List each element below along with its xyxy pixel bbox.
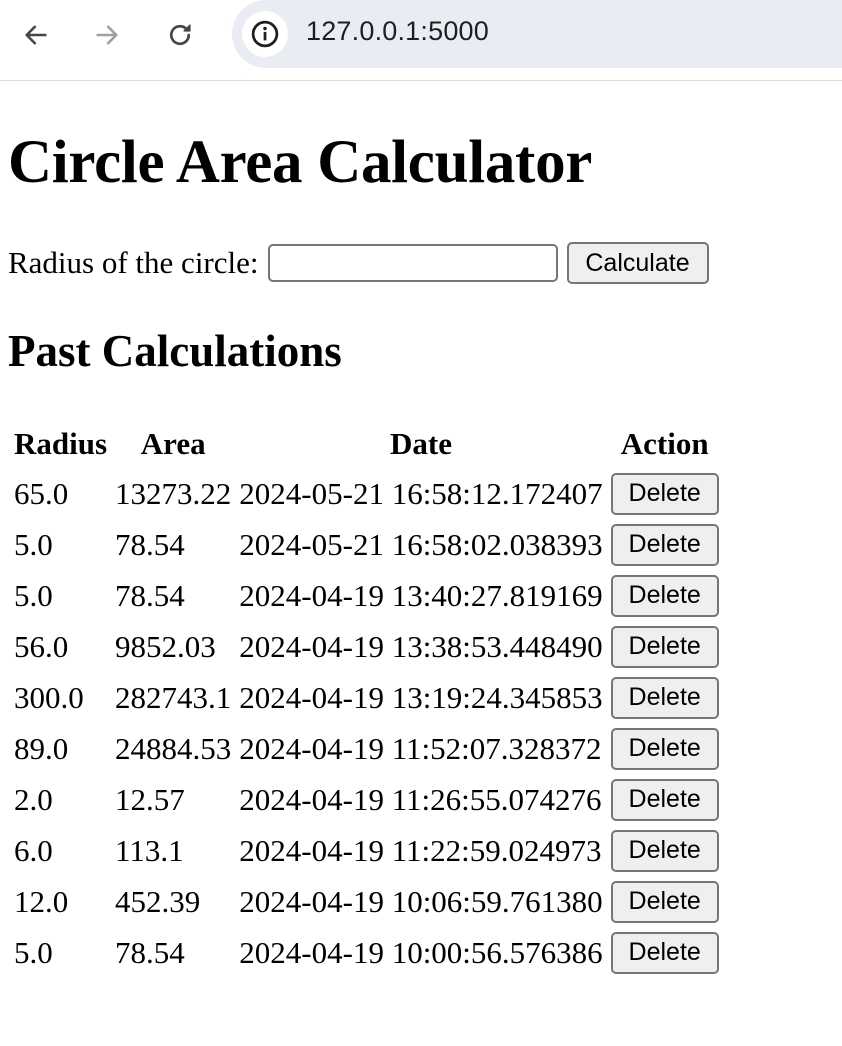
cell-date: 2024-04-19 11:22:59.024973 bbox=[239, 832, 602, 868]
cell-radius: 5.0 bbox=[14, 934, 53, 970]
reload-icon bbox=[169, 24, 191, 46]
cell-date: 2024-04-19 10:00:56.576386 bbox=[239, 934, 603, 970]
cell-action: Delete bbox=[609, 572, 721, 619]
cell-area: 282743.1 bbox=[115, 679, 232, 715]
table-row: 5.0 78.54 2024-05-21 16:58:02.038393 Delete bbox=[12, 521, 721, 568]
cell-action: Delete bbox=[609, 725, 721, 772]
info-icon bbox=[251, 20, 279, 48]
cell-action: Delete bbox=[609, 674, 721, 721]
reload-button[interactable] bbox=[160, 15, 200, 55]
cell-area: 452.39 bbox=[115, 883, 201, 919]
table-row: 5.0 78.54 2024-04-19 10:00:56.576386 Delete bbox=[12, 929, 721, 976]
radius-label: Radius of the circle: bbox=[8, 245, 259, 280]
table-row: 89.0 24884.53 2024-04-19 11:52:07.328372 De… bbox=[12, 725, 721, 772]
delete-button[interactable]: Delete bbox=[610, 931, 719, 974]
back-arrow-icon bbox=[25, 25, 47, 45]
delete-button[interactable]: Delete bbox=[610, 880, 719, 923]
history-rows: 65.0 13273.22 2024-05-21 16:58:12.172407 De… bbox=[12, 470, 721, 976]
table-row: 5.0 78.54 2024-04-19 13:40:27.819169 Delete bbox=[12, 572, 721, 619]
cell-area: 78.54 bbox=[115, 577, 185, 613]
delete-button[interactable]: Delete bbox=[610, 574, 719, 617]
back-button[interactable] bbox=[16, 15, 56, 55]
cell-date: 2024-05-21 16:58:02.038393 bbox=[239, 526, 603, 562]
forward-button[interactable] bbox=[87, 15, 127, 55]
calculate-button[interactable]: Calculate bbox=[566, 242, 709, 284]
delete-button[interactable]: Delete bbox=[610, 727, 719, 770]
cell-action: Delete bbox=[609, 827, 721, 874]
forward-arrow-icon bbox=[96, 25, 118, 45]
cell-area: 9852.03 bbox=[115, 628, 216, 664]
cell-area: 78.54 bbox=[115, 526, 185, 562]
cell-action: Delete bbox=[609, 929, 721, 976]
table-row: 65.0 13273.22 2024-05-21 16:58:12.172407 De… bbox=[12, 470, 721, 517]
cell-radius: 65.0 bbox=[14, 475, 69, 511]
cell-action: Delete bbox=[609, 470, 721, 517]
cell-date: 2024-04-19 10:06:59.761380 bbox=[239, 883, 603, 919]
cell-area: 12.57 bbox=[115, 781, 185, 817]
cell-date: 2024-05-21 16:58:12.172407 bbox=[239, 475, 603, 511]
cell-radius: 300.0 bbox=[14, 679, 84, 715]
cell-date: 2024-04-19 13:40:27.819169 bbox=[239, 577, 603, 613]
cell-action: Delete bbox=[609, 623, 721, 670]
cell-radius: 5.0 bbox=[14, 577, 53, 613]
calculator-form: Radius of the circle: Calculate bbox=[8, 242, 709, 284]
browser-toolbar: 127.0.0.1:5000 bbox=[0, 0, 842, 81]
page-title: Circle Area Calculator bbox=[8, 129, 593, 196]
delete-button[interactable]: Delete bbox=[610, 472, 719, 515]
cell-date: 2024-04-19 11:26:55.074276 bbox=[239, 781, 602, 817]
cell-radius: 89.0 bbox=[14, 730, 69, 766]
cell-area: 13273.22 bbox=[115, 475, 232, 511]
column-header-area: Area bbox=[140, 426, 206, 461]
cell-area: 78.54 bbox=[115, 934, 185, 970]
delete-button[interactable]: Delete bbox=[610, 829, 719, 872]
cell-area: 24884.53 bbox=[115, 730, 232, 766]
table-header-row: Radius Area Date Action bbox=[12, 422, 721, 466]
table-row: 12.0 452.39 2024-04-19 10:06:59.761380 Dele… bbox=[12, 878, 721, 925]
column-header-date: Date bbox=[389, 426, 452, 461]
delete-button[interactable]: Delete bbox=[610, 778, 719, 821]
cell-action: Delete bbox=[609, 878, 721, 925]
table-row: 300.0 282743.1 2024-04-19 13:19:24.345853 D… bbox=[12, 674, 721, 721]
delete-button[interactable]: Delete bbox=[610, 523, 719, 566]
table-row: 2.0 12.57 2024-04-19 11:26:55.074276 Delete bbox=[12, 776, 721, 823]
delete-button[interactable]: Delete bbox=[610, 625, 719, 668]
cell-radius: 6.0 bbox=[14, 832, 53, 868]
cell-action: Delete bbox=[609, 521, 721, 568]
table-row: 56.0 9852.03 2024-04-19 13:38:53.448490 Del… bbox=[12, 623, 721, 670]
delete-button[interactable]: Delete bbox=[610, 676, 719, 719]
cell-area: 113.1 bbox=[115, 832, 184, 868]
column-header-radius: Radius bbox=[14, 426, 108, 461]
cell-action: Delete bbox=[609, 776, 721, 823]
history-heading: Past Calculations bbox=[8, 326, 342, 376]
cell-date: 2024-04-19 11:52:07.328372 bbox=[239, 730, 602, 766]
table-row: 6.0 113.1 2024-04-19 11:22:59.024973 Delete bbox=[12, 827, 721, 874]
column-header-action: Action bbox=[620, 426, 709, 461]
history-table: Radius Area Date Action 65.0 13273.22 2024… bbox=[8, 418, 725, 980]
site-info-button[interactable] bbox=[242, 11, 288, 57]
radius-input[interactable] bbox=[267, 244, 558, 282]
cell-radius: 2.0 bbox=[14, 781, 53, 817]
address-bar[interactable]: 127.0.0.1:5000 bbox=[232, 0, 842, 68]
cell-radius: 12.0 bbox=[14, 883, 69, 919]
cell-radius: 5.0 bbox=[14, 526, 53, 562]
url-text[interactable]: 127.0.0.1:5000 bbox=[306, 16, 489, 46]
cell-date: 2024-04-19 13:38:53.448490 bbox=[239, 628, 603, 664]
cell-radius: 56.0 bbox=[14, 628, 69, 664]
cell-date: 2024-04-19 13:19:24.345853 bbox=[239, 679, 603, 715]
